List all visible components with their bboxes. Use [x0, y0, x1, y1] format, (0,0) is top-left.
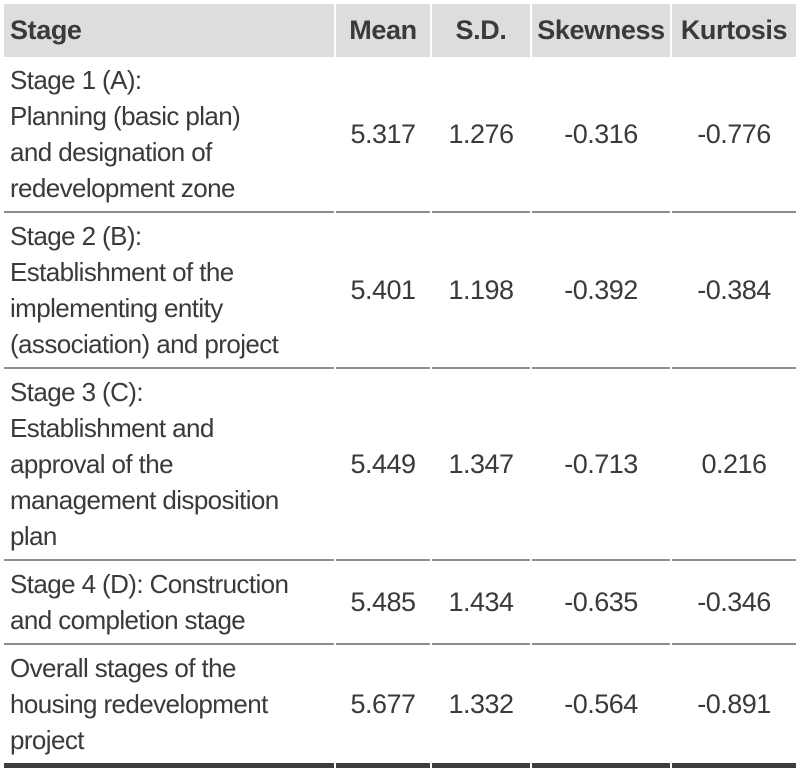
cell-skewness: -0.635	[532, 561, 670, 645]
cell-kurtosis: -0.384	[672, 213, 796, 369]
cell-skewness: -0.392	[532, 213, 670, 369]
column-header-kurtosis: Kurtosis	[672, 4, 796, 57]
cell-sd: 1.198	[432, 213, 530, 369]
cell-kurtosis: -0.776	[672, 57, 796, 213]
cell-skewness: -0.713	[532, 369, 670, 561]
table-row-overall: Overall stages of the housing redevelopm…	[4, 645, 796, 768]
cell-sd: 1.347	[432, 369, 530, 561]
cell-kurtosis: 0.216	[672, 369, 796, 561]
cell-kurtosis: -0.346	[672, 561, 796, 645]
cell-skewness: -0.564	[532, 645, 670, 768]
column-header-skewness: Skewness	[532, 4, 670, 57]
column-header-mean: Mean	[336, 4, 430, 57]
cell-mean: 5.317	[336, 57, 430, 213]
table-row-stage-4: Stage 4 (D): Construction and completion…	[4, 561, 796, 645]
cell-kurtosis: -0.891	[672, 645, 796, 768]
column-header-sd: S.D.	[432, 4, 530, 57]
cell-stage-label: Stage 2 (B): Establishment of the implem…	[4, 213, 334, 369]
column-header-stage: Stage	[4, 4, 334, 57]
cell-mean: 5.449	[336, 369, 430, 561]
cell-stage-label: Overall stages of the housing redevelopm…	[4, 645, 334, 768]
cell-sd: 1.276	[432, 57, 530, 213]
header-row: Stage Mean S.D. Skewness Kurtosis	[4, 4, 796, 57]
cell-skewness: -0.316	[532, 57, 670, 213]
table-row-stage-1: Stage 1 (A): Planning (basic plan) and d…	[4, 57, 796, 213]
cell-mean: 5.401	[336, 213, 430, 369]
cell-mean: 5.677	[336, 645, 430, 768]
table-row-stage-3: Stage 3 (C): Establishment and approval …	[4, 369, 796, 561]
cell-stage-label: Stage 3 (C): Establishment and approval …	[4, 369, 334, 561]
cell-stage-label: Stage 1 (A): Planning (basic plan) and d…	[4, 57, 334, 213]
cell-sd: 1.434	[432, 561, 530, 645]
cell-stage-label: Stage 4 (D): Construction and completion…	[4, 561, 334, 645]
descriptive-statistics-table: Stage Mean S.D. Skewness Kurtosis Stage …	[2, 4, 798, 768]
cell-sd: 1.332	[432, 645, 530, 768]
cell-mean: 5.485	[336, 561, 430, 645]
table-row-stage-2: Stage 2 (B): Establishment of the implem…	[4, 213, 796, 369]
